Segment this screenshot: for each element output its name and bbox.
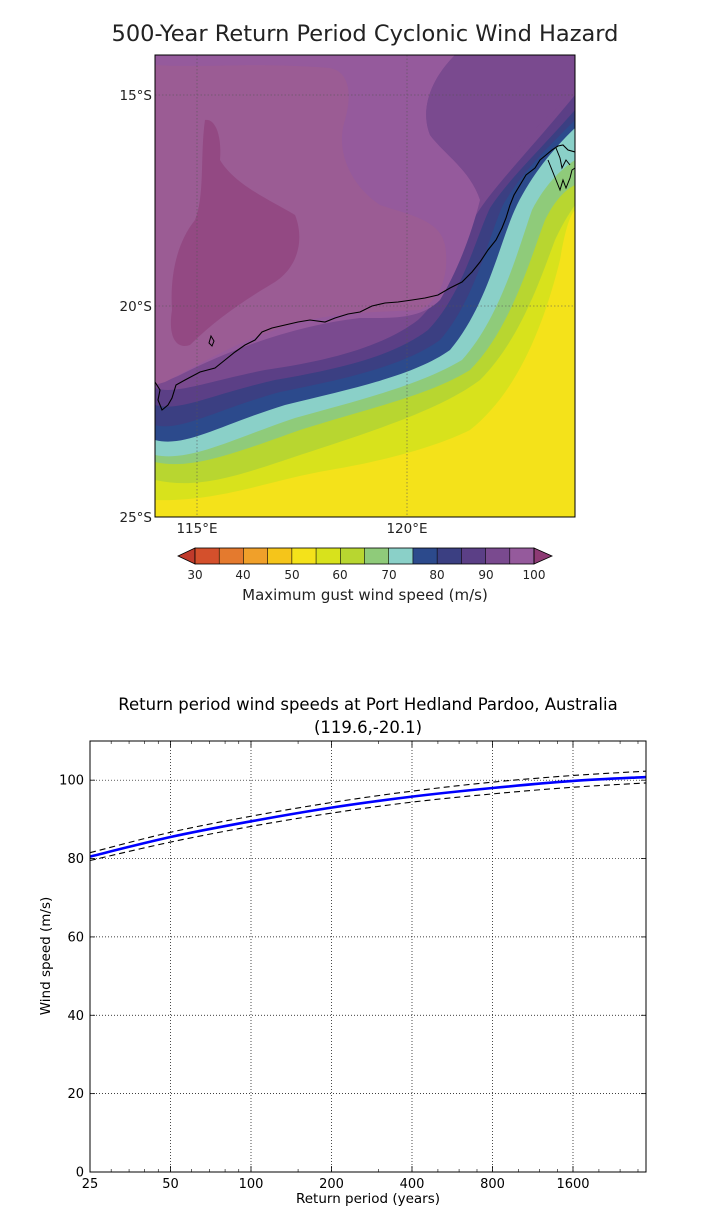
rp-ytick-label: 80: [67, 852, 84, 867]
rp-gridlines: [90, 741, 646, 1172]
rp-series: [89, 770, 647, 862]
colorbar-tick-40: 40: [235, 568, 250, 582]
colorbar-tick-labels: 30 40 50 60 70 80 90 100: [187, 568, 545, 582]
colorbar-swatch: [267, 548, 292, 564]
map-ytick-25s: 25°S: [120, 510, 153, 526]
rp-xtick-label: 200: [319, 1177, 344, 1192]
colorbar-tick-70: 70: [381, 568, 396, 582]
rp-xlabel: Return period (years): [296, 1191, 440, 1207]
rp-series-lower: [89, 782, 647, 862]
map-plot-area: [155, 55, 575, 517]
hazard-map-chart: 500-Year Return Period Cyclonic Wind Haz…: [112, 21, 619, 604]
map-xtick-120e: 120°E: [386, 521, 427, 537]
rp-xtick-label: 50: [162, 1177, 179, 1192]
rp-xtick-label: 100: [239, 1177, 264, 1192]
colorbar-swatch: [316, 548, 341, 564]
colorbar-swatch: [437, 548, 462, 564]
rp-ytick-label: 60: [67, 930, 84, 945]
colorbar-over-arrow: [533, 547, 553, 565]
rp-subtitle: (119.6,-20.1): [314, 718, 422, 737]
rp-plot-frame: [89, 740, 647, 1173]
colorbar-swatch: [291, 548, 317, 564]
rp-title: Return period wind speeds at Port Hedlan…: [118, 695, 617, 714]
map-frame: [154, 54, 576, 518]
rp-xtick-label: 25: [82, 1177, 99, 1192]
rp-xtick-label: 400: [400, 1177, 425, 1192]
rp-ytick-label: 0: [76, 1166, 84, 1181]
colorbar-tick-50: 50: [284, 568, 299, 582]
coastline: [155, 144, 575, 411]
rp-ytick-label: 20: [67, 1087, 84, 1102]
map-title: 500-Year Return Period Cyclonic Wind Haz…: [112, 21, 619, 47]
map-xtick-115e: 115°E: [176, 521, 217, 537]
hazard-band-offshore-90-95: [426, 55, 575, 200]
colorbar-swatch: [485, 548, 510, 564]
colorbar-swatch: [219, 548, 244, 564]
rp-xtick-label: 800: [480, 1177, 505, 1192]
island-outline: [208, 334, 215, 347]
colorbar-tick-80: 80: [429, 568, 444, 582]
return-period-chart: Return period wind speeds at Port Hedlan…: [38, 695, 647, 1207]
map-ytick-20s: 20°S: [120, 299, 153, 315]
colorbar: [177, 547, 553, 565]
map-gridlines: [155, 55, 575, 517]
rp-series-estimate: [89, 775, 647, 858]
colorbar-swatch: [195, 548, 220, 564]
colorbar-swatch: [412, 548, 438, 564]
map-ytick-15s: 15°S: [120, 88, 153, 104]
rp-ylabel: Wind speed (m/s): [38, 897, 54, 1016]
colorbar-under-arrow: [177, 547, 196, 565]
rp-series-upper: [89, 770, 647, 854]
colorbar-swatch: [461, 548, 486, 564]
rp-ytick-label: 100: [59, 774, 84, 789]
colorbar-swatch: [509, 548, 534, 564]
colorbar-label: Maximum gust wind speed (m/s): [242, 586, 488, 604]
rp-ticks: 0 20 40 60 80 100 25 50 100 200 400 800 1600: [59, 741, 646, 1192]
rp-xtick-label: 1600: [556, 1177, 589, 1192]
kimberley-coastline: [547, 147, 575, 192]
colorbar-tick-100: 100: [523, 568, 546, 582]
colorbar-swatch: [243, 548, 268, 564]
hazard-band-core: [170, 119, 300, 346]
colorbar-swatch: [388, 548, 413, 564]
colorbar-tick-30: 30: [187, 568, 202, 582]
rp-ytick-label: 40: [67, 1009, 84, 1024]
colorbar-swatch: [340, 548, 365, 564]
colorbar-tick-60: 60: [332, 568, 347, 582]
colorbar-swatch: [364, 548, 389, 564]
colorbar-tick-90: 90: [478, 568, 493, 582]
